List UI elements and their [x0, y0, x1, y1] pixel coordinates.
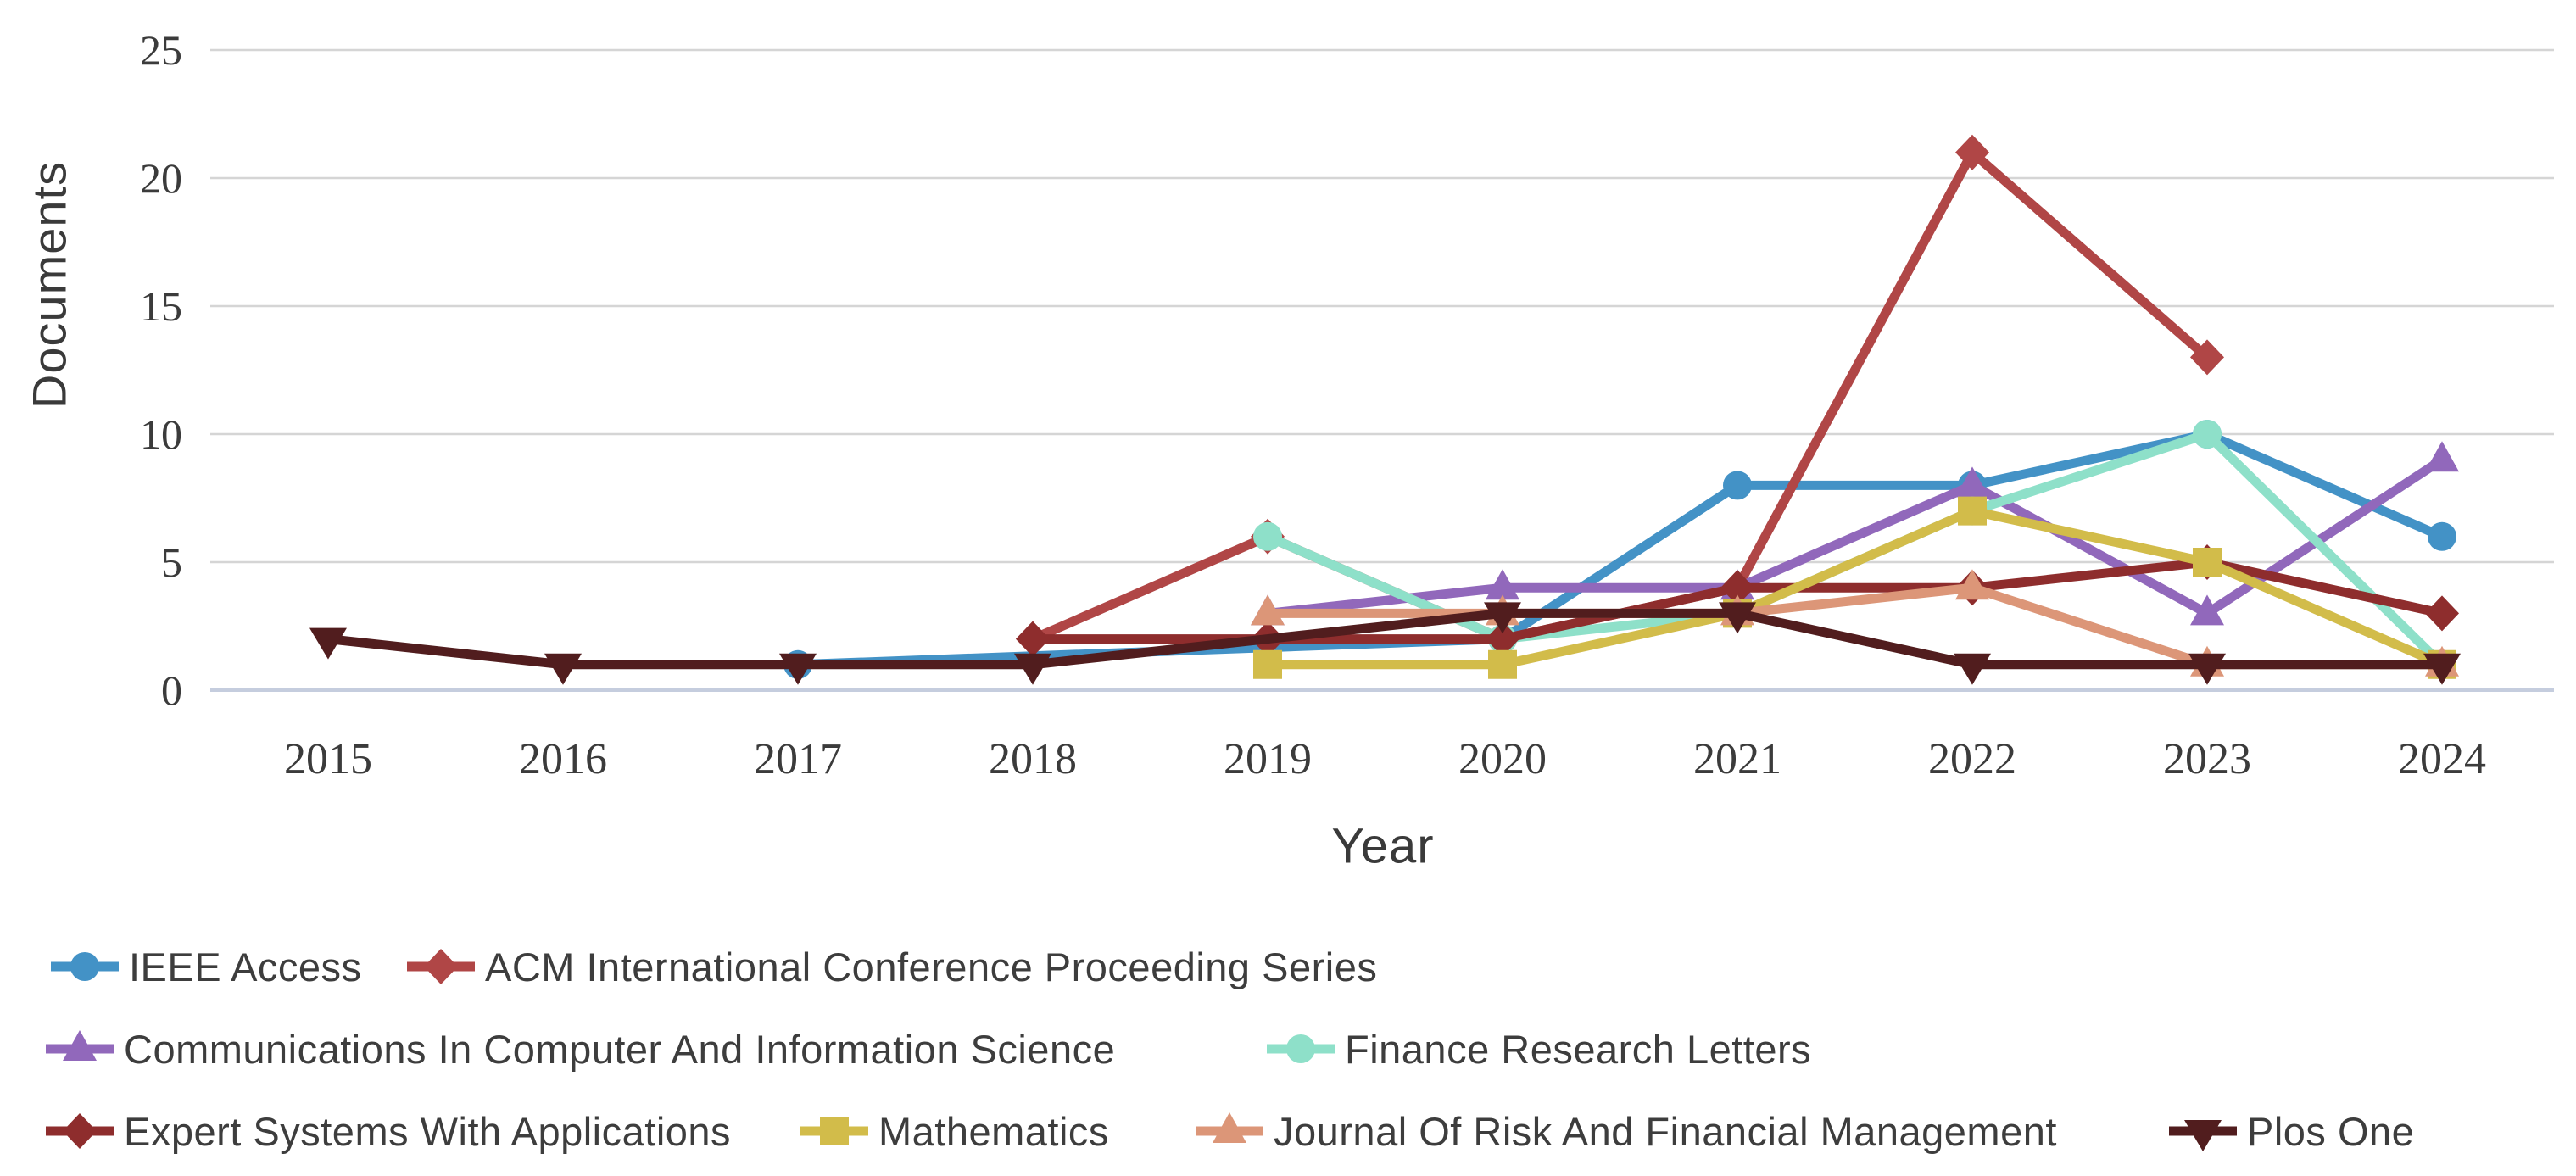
x-axis-title: Year — [1331, 818, 1435, 874]
data-point-marker[interactable] — [1723, 471, 1752, 500]
legend-marker-diamond-icon — [46, 1113, 114, 1149]
data-point-marker[interactable] — [1486, 569, 1519, 600]
x-tick-label: 2023 — [2163, 735, 2251, 783]
legend-label: Finance Research Letters — [1345, 1026, 1812, 1072]
series-line — [1265, 429, 2445, 668]
y-tick-label: 15 — [140, 282, 182, 330]
data-point-marker[interactable] — [544, 653, 582, 685]
data-point-marker[interactable] — [1955, 134, 1989, 170]
data-point-marker[interactable] — [1486, 621, 1519, 657]
data-point-marker[interactable] — [1488, 649, 1517, 679]
data-point-marker[interactable] — [1719, 602, 1756, 634]
data-point-marker[interactable] — [2193, 420, 2222, 449]
y-tick-label: 25 — [140, 26, 182, 74]
data-point-marker[interactable] — [2428, 521, 2456, 551]
legend-label: Mathematics — [878, 1108, 1109, 1154]
legend-marker-diamond-icon — [407, 949, 475, 984]
legend-label: Communications In Computer And Informati… — [124, 1026, 1116, 1072]
data-point-marker[interactable] — [2188, 653, 2226, 685]
x-tick-label: 2015 — [284, 735, 372, 783]
x-tick-label: 2019 — [1224, 735, 1312, 783]
legend-item-acm-icps[interactable]: ACM International Conference Proceeding … — [405, 934, 1377, 999]
legend-label: ACM International Conference Proceeding … — [485, 944, 1378, 989]
data-point-marker[interactable] — [1251, 594, 1285, 626]
legend-item-expert-systems[interactable]: Expert Systems With Applications — [44, 1099, 731, 1163]
legend-label: IEEE Access — [129, 944, 362, 989]
series-line — [1267, 455, 2445, 618]
x-tick-label: 2017 — [754, 735, 842, 783]
data-point-marker[interactable] — [2425, 595, 2459, 632]
x-tick-label: 2016 — [519, 735, 607, 783]
legend-swatch-marker — [820, 1117, 849, 1145]
legend-marker-circle-icon — [1267, 1034, 1335, 1063]
y-tick-label: 20 — [140, 154, 182, 202]
x-tick-label: 2020 — [1458, 735, 1547, 783]
data-point-marker[interactable] — [1253, 649, 1282, 679]
data-point-marker[interactable] — [1720, 570, 1754, 606]
legend-item-finance-research-letters[interactable]: Finance Research Letters — [1265, 1017, 1811, 1081]
legend-marker-triangle-down-icon — [2169, 1120, 2237, 1151]
y-tick-label: 10 — [140, 410, 182, 458]
legend-marker-circle-icon — [51, 952, 119, 981]
y-axis-title: Documents — [22, 160, 76, 410]
legend-swatch-marker — [1286, 1034, 1315, 1063]
legend-item-jrfm[interactable]: Journal Of Risk And Financial Management — [1194, 1099, 2057, 1163]
legend-marker-square-icon — [800, 1117, 868, 1145]
y-tick-label: 5 — [161, 538, 182, 586]
legend-marker-triangle-icon — [46, 1030, 114, 1061]
x-tick-label: 2021 — [1693, 735, 1781, 783]
data-point-marker[interactable] — [309, 627, 347, 660]
data-point-marker[interactable] — [2423, 653, 2461, 685]
y-tick-label: 0 — [161, 666, 182, 714]
data-point-marker[interactable] — [1016, 621, 1050, 657]
x-tick-label: 2024 — [2398, 735, 2486, 783]
data-point-marker[interactable] — [1954, 653, 1991, 685]
legend-marker-triangle-icon — [1196, 1112, 1263, 1143]
legend-swatch-marker — [70, 952, 99, 981]
legend-item-mathematics[interactable]: Mathematics — [799, 1099, 1109, 1163]
x-tick-label: 2018 — [989, 735, 1077, 783]
data-point-marker[interactable] — [1955, 569, 1989, 600]
data-point-marker[interactable] — [2190, 339, 2224, 376]
x-tick-label: 2022 — [1928, 735, 2016, 783]
data-point-marker[interactable] — [2190, 594, 2224, 626]
legend-label: Expert Systems With Applications — [124, 1108, 732, 1154]
legend-swatch-marker — [1213, 1112, 1246, 1143]
series-line — [1268, 506, 2445, 670]
legend-swatch-marker — [424, 949, 458, 984]
series-line — [1268, 582, 2442, 670]
legend-item-ccis[interactable]: Communications In Computer And Informati… — [44, 1017, 1115, 1081]
legend-item-ieee-access[interactable]: IEEE Access — [49, 934, 362, 999]
legend-label: Plos One — [2247, 1108, 2415, 1154]
legend-item-plos-one[interactable]: Plos One — [2167, 1099, 2414, 1163]
data-point-marker[interactable] — [779, 653, 817, 685]
data-point-marker[interactable] — [1955, 466, 1989, 498]
data-point-marker[interactable] — [1014, 653, 1051, 685]
legend-swatch-marker — [2184, 1120, 2222, 1151]
data-point-marker[interactable] — [2193, 548, 2222, 577]
plot-area: 0 5 10 15 20 25 2015 2016 2017 2018 2019 2020 2021 20… — [140, 26, 2554, 783]
data-point-marker[interactable] — [1958, 496, 1987, 526]
legend-label: Journal Of Risk And Financial Management — [1274, 1108, 2057, 1154]
data-point-marker[interactable] — [1253, 521, 1282, 551]
data-point-marker[interactable] — [2425, 441, 2459, 472]
legend-swatch-marker — [63, 1030, 97, 1061]
legend-swatch-marker — [63, 1113, 97, 1149]
data-point-marker[interactable] — [1484, 602, 1521, 634]
